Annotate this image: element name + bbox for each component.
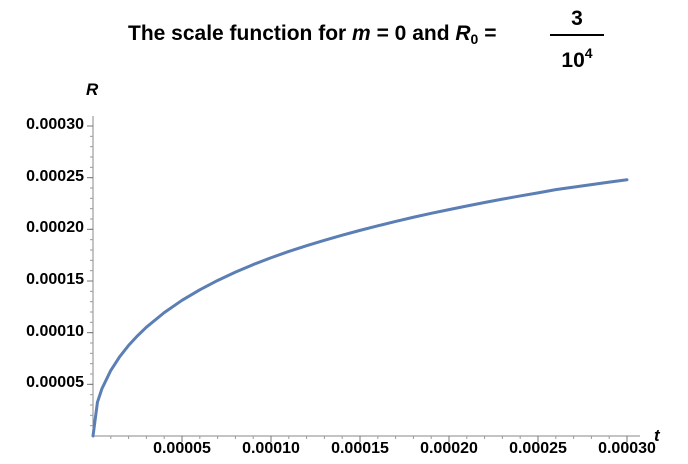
fraction-denominator-exponent: 4 bbox=[584, 45, 593, 61]
x-tick-label: 0.00015 bbox=[331, 440, 389, 457]
y-tick-label: 0.00020 bbox=[26, 219, 84, 237]
fraction-denominator: 104 bbox=[548, 40, 606, 74]
title-lead: The scale function for bbox=[128, 22, 347, 45]
y-tick-label: 0.00025 bbox=[26, 167, 84, 185]
fraction-numerator: 3 bbox=[571, 7, 583, 30]
series-line-1 bbox=[91, 178, 629, 438]
x-tick-label: 0.00025 bbox=[509, 440, 567, 457]
y-axis-label: R bbox=[86, 80, 99, 99]
y-tick-label: 0.00015 bbox=[26, 271, 84, 288]
title-m-equals: = 0 and bbox=[376, 22, 450, 45]
x-tick-label: 0.00030 bbox=[598, 440, 656, 457]
title-text: The scale function for m = 0 and R0 = bbox=[128, 22, 496, 47]
title-r-variable: R bbox=[455, 22, 471, 45]
y-tick-label: 0.00010 bbox=[26, 322, 84, 340]
x-tick-label: 0.00020 bbox=[420, 440, 478, 457]
y-tick-label: 0.00030 bbox=[26, 116, 84, 133]
title-m-variable: m bbox=[352, 22, 371, 45]
x-tick-label: 0.00010 bbox=[242, 440, 300, 457]
y-tick-label: 0.00005 bbox=[26, 374, 84, 392]
x-tick-label: 0.00005 bbox=[153, 440, 211, 457]
x-axis-label: t bbox=[654, 426, 660, 445]
fraction-denominator-base: 10 bbox=[561, 49, 585, 72]
title-r-equals: = bbox=[484, 22, 497, 45]
title-r-subscript: 0 bbox=[470, 31, 479, 47]
title-fraction: 3 104 bbox=[548, 6, 606, 74]
fraction-bar bbox=[550, 34, 604, 36]
chart-title: The scale function for m = 0 and R0 = 3 … bbox=[0, 0, 688, 92]
